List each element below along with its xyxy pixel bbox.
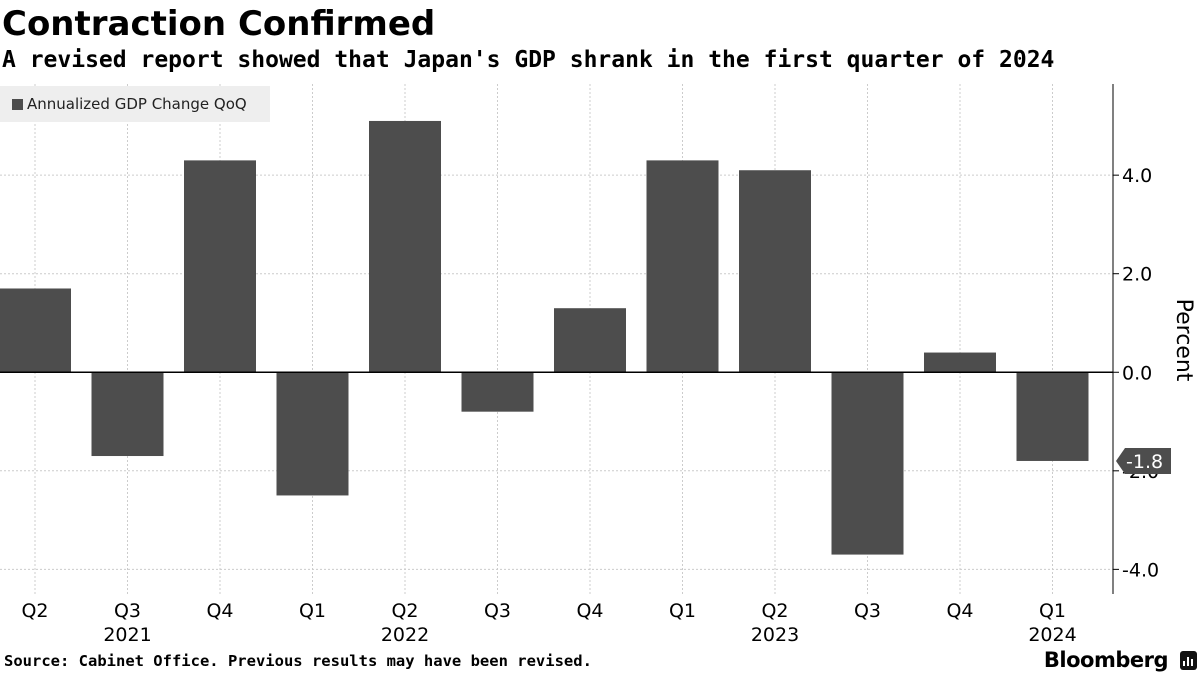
- x-tick-label: Q4: [946, 600, 973, 622]
- x-tick-label: Q4: [206, 600, 233, 622]
- x-tick-label: Q3: [854, 600, 881, 622]
- bar: [739, 170, 811, 373]
- bar: [554, 308, 626, 373]
- chart-title: Contraction Confirmed: [2, 4, 436, 44]
- legend: Annualized GDP Change QoQ: [0, 86, 270, 122]
- bar: [184, 160, 256, 373]
- bar: [0, 288, 71, 373]
- bar: [461, 372, 534, 412]
- bar: [1016, 372, 1089, 461]
- y-tick-label: 2.0: [1122, 264, 1152, 286]
- x-tick-label: Q3: [114, 600, 141, 622]
- x-year-label: 2021: [103, 624, 151, 646]
- y-tick-label: -4.0: [1122, 559, 1159, 581]
- x-tick-label: Q4: [576, 600, 603, 622]
- x-tick-label: Q2: [761, 600, 788, 622]
- bar: [369, 120, 441, 373]
- y-tick-label: 0.0: [1122, 362, 1152, 384]
- bloomberg-chart-icon: [1180, 651, 1197, 670]
- x-tick-label: Q2: [391, 600, 418, 622]
- x-tick-label: Q3: [484, 600, 511, 622]
- y-axis-title: Percent: [1171, 299, 1196, 382]
- last-value-label: -1.8: [1126, 451, 1163, 473]
- x-tick-label: Q1: [1039, 600, 1066, 622]
- source-note: Source: Cabinet Office. Previous results…: [4, 652, 592, 670]
- bloomberg-logo: Bloomberg: [1043, 648, 1169, 672]
- bar: [831, 372, 904, 555]
- bar: [276, 372, 349, 496]
- bar: [924, 352, 996, 373]
- bar: [646, 160, 719, 373]
- bar: [91, 372, 164, 457]
- x-year-label: 2022: [381, 624, 429, 646]
- x-tick-label: Q1: [669, 600, 696, 622]
- chart-subtitle: A revised report showed that Japan's GDP…: [2, 47, 1055, 73]
- x-year-label: 2023: [751, 624, 799, 646]
- x-tick-label: Q1: [299, 600, 326, 622]
- y-tick-label: 4.0: [1122, 165, 1152, 187]
- legend-label: Annualized GDP Change QoQ: [27, 95, 247, 113]
- x-year-label: 2024: [1028, 624, 1076, 646]
- last-value-callout: [1116, 447, 1171, 474]
- x-tick-label: Q2: [21, 600, 48, 622]
- legend-swatch: [12, 98, 23, 110]
